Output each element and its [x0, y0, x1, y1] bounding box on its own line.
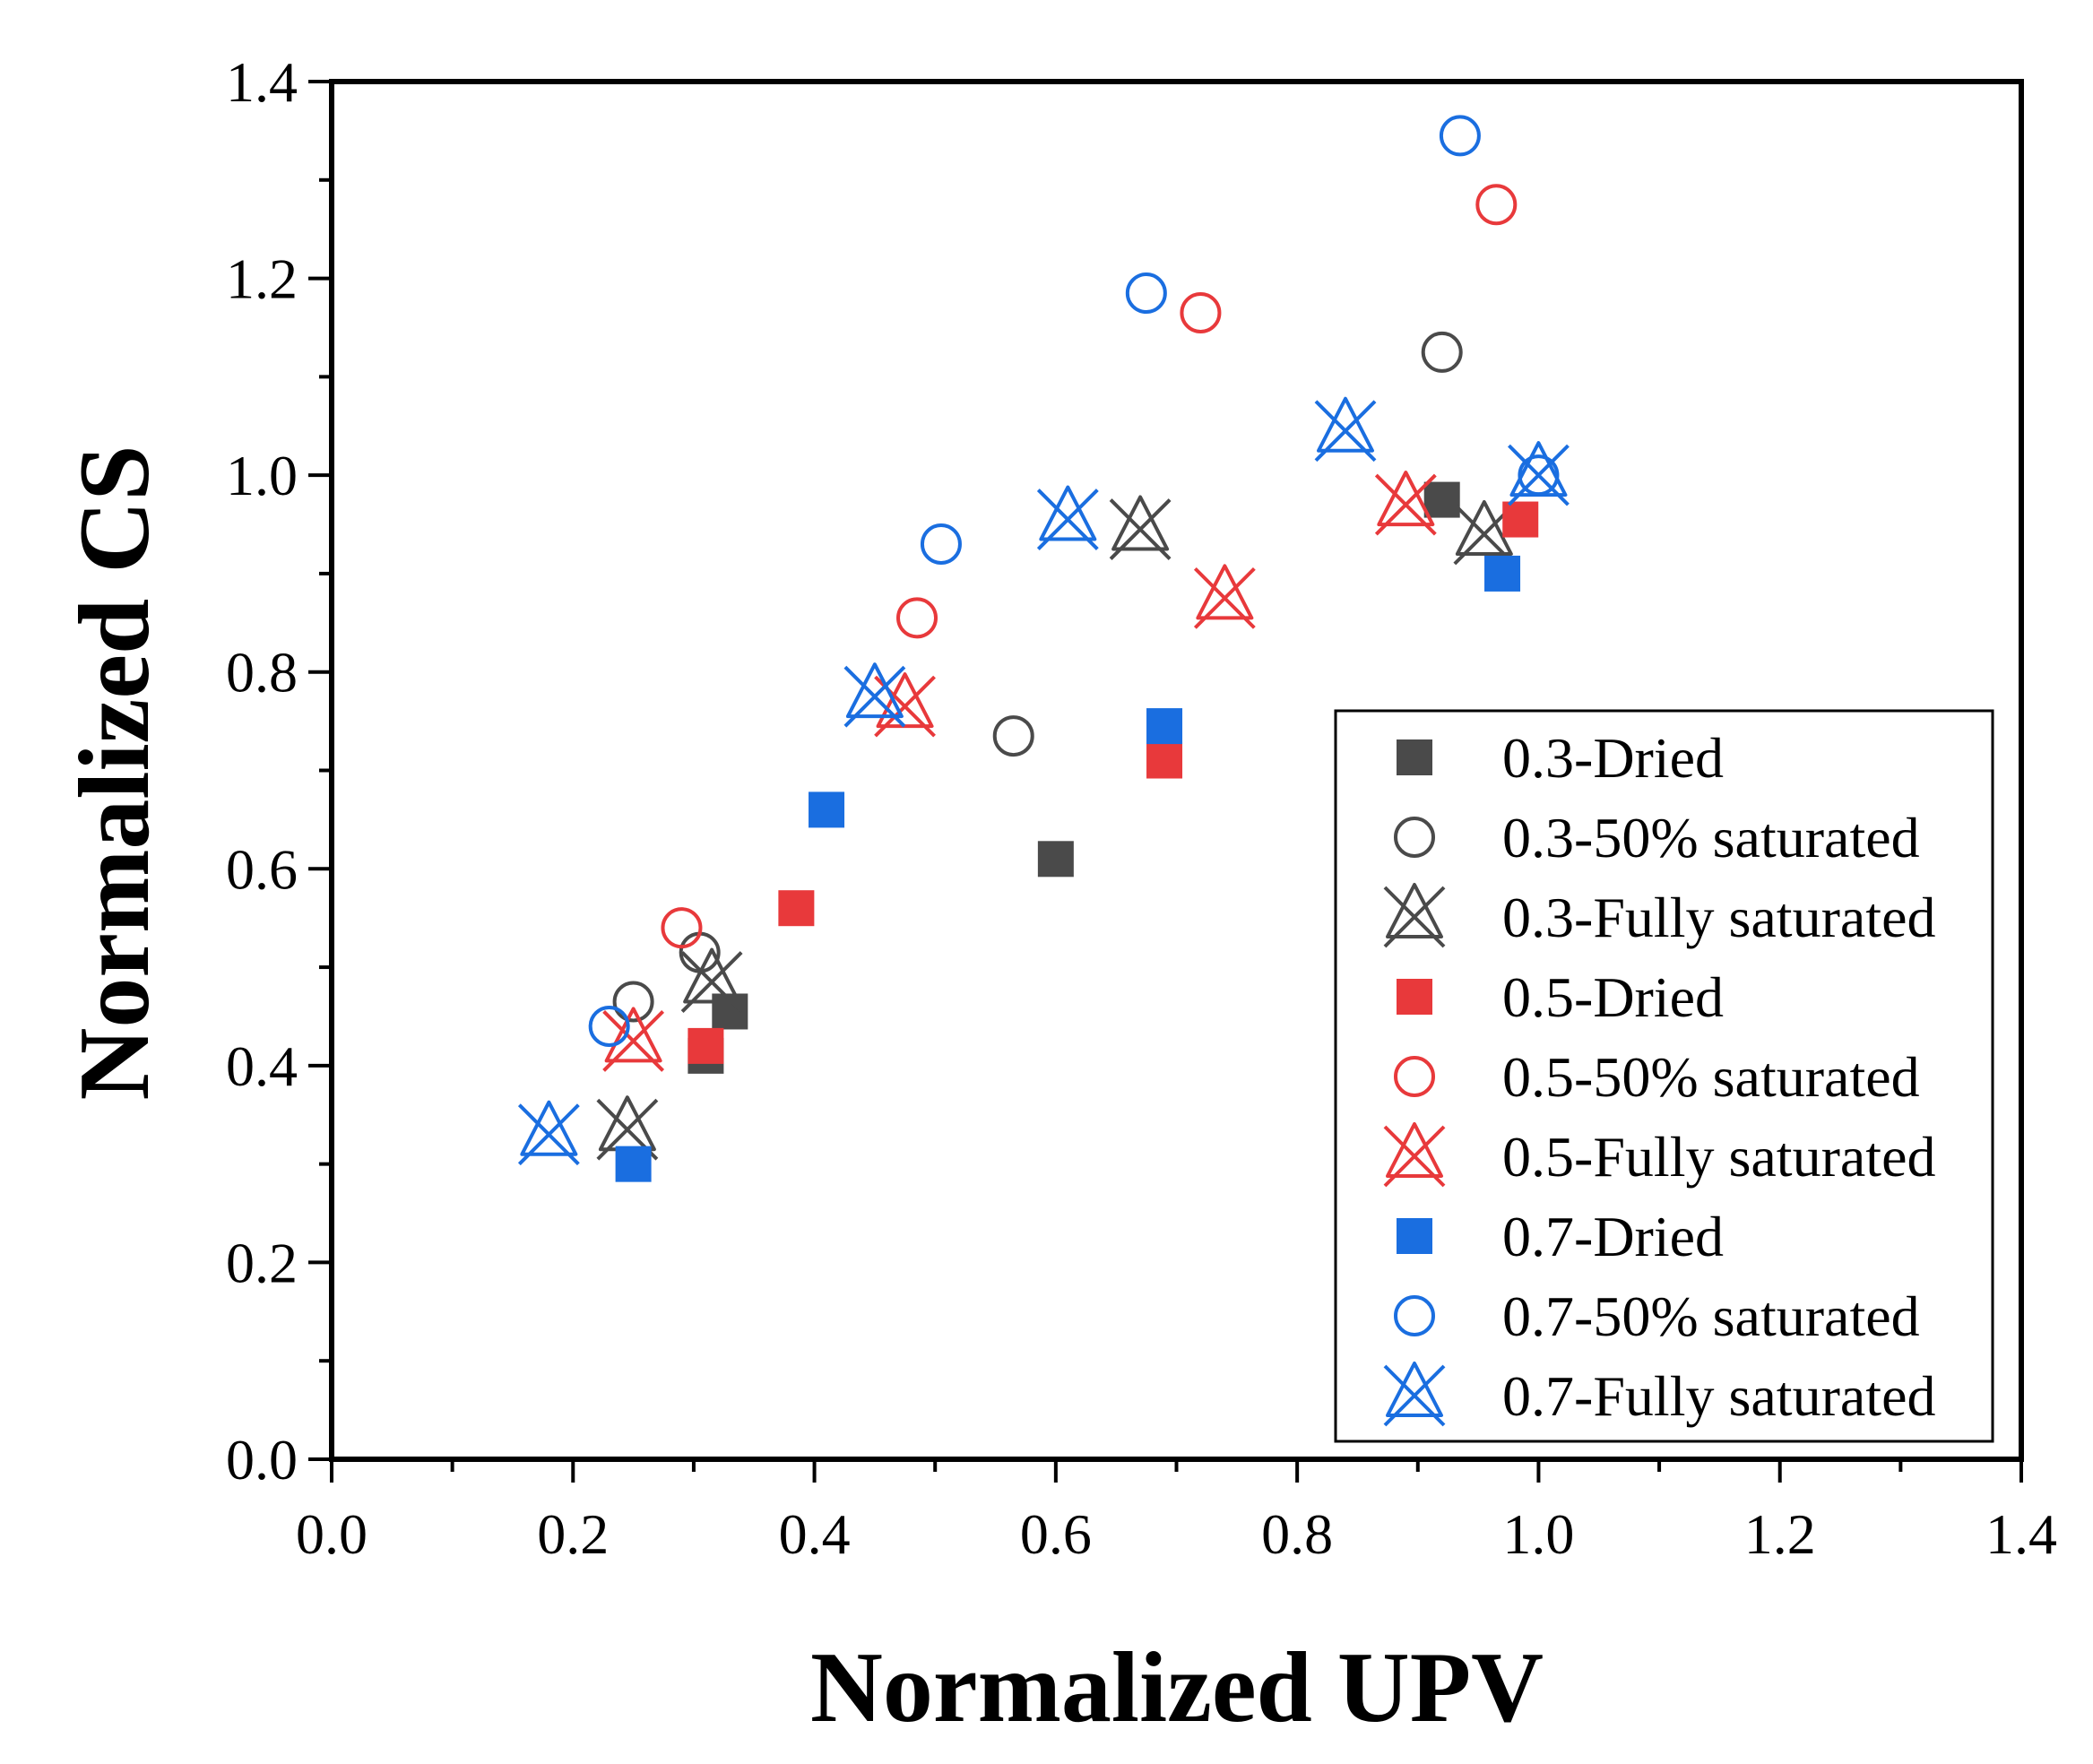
- data-points: [517, 115, 1570, 1182]
- data-point: [992, 715, 1034, 757]
- data-point: [615, 1146, 652, 1182]
- legend-label: 0.5-Fully saturated: [1502, 1125, 1935, 1189]
- data-point: [1146, 708, 1183, 745]
- x-tick-label: 1.4: [1985, 1502, 2057, 1566]
- data-point: [1109, 495, 1172, 560]
- x-tick-label: 1.2: [1744, 1502, 1816, 1566]
- y-tick-label: 1.4: [226, 50, 298, 114]
- data-point: [1374, 471, 1437, 536]
- legend-marker: [1394, 817, 1435, 858]
- legend-marker: [1394, 1056, 1435, 1097]
- data-point: [1484, 555, 1521, 592]
- data-point: [809, 791, 845, 828]
- data-point: [1423, 481, 1460, 518]
- x-tick-label: 0.0: [296, 1502, 368, 1566]
- legend-label: 0.3-Dried: [1502, 726, 1724, 790]
- legend-marker: [1383, 1362, 1446, 1427]
- data-point: [688, 1027, 724, 1064]
- y-tick-label: 1.2: [226, 247, 298, 311]
- legend-box: [1334, 709, 1994, 1443]
- data-point: [1036, 485, 1099, 550]
- data-point: [1508, 441, 1570, 506]
- legend-label: 0.7-Dried: [1502, 1205, 1724, 1268]
- y-tick-label: 0.2: [226, 1231, 298, 1294]
- legend-marker: [1383, 1122, 1446, 1188]
- y-tick-labels: 0.0 0.2 0.4 0.6 0.8 1.0 1.2 1.4: [226, 50, 298, 1492]
- data-point: [588, 1005, 630, 1047]
- legend-label: 0.5-50% saturated: [1502, 1045, 1920, 1109]
- data-point: [1180, 291, 1222, 333]
- data-point: [680, 947, 743, 1013]
- y-tick-label: 0.6: [226, 837, 298, 901]
- data-point: [1125, 272, 1167, 315]
- data-point: [1193, 564, 1256, 629]
- legend-marker: [1383, 883, 1446, 948]
- y-tick-label: 0.0: [226, 1428, 298, 1492]
- data-point: [612, 981, 654, 1023]
- data-point: [517, 1100, 580, 1166]
- legend-marker: [1397, 1218, 1432, 1254]
- legend-label: 0.7-50% saturated: [1502, 1284, 1920, 1348]
- data-point: [920, 523, 962, 565]
- x-tick-labels: 0.0 0.2 0.4 0.6 0.8 1.0 1.2 1.4: [296, 1502, 2057, 1566]
- data-point: [1502, 501, 1539, 538]
- data-point: [1439, 115, 1481, 157]
- x-axis-title: Normalized UPV: [810, 1632, 1544, 1743]
- data-point: [896, 597, 938, 639]
- x-tick-label: 1.0: [1502, 1502, 1574, 1566]
- data-point: [661, 907, 703, 949]
- data-point: [843, 662, 906, 728]
- legend-marker: [1397, 979, 1432, 1015]
- legend-marker: [1397, 739, 1432, 775]
- y-tick-label: 0.4: [226, 1034, 298, 1098]
- x-tick-label: 0.4: [779, 1502, 851, 1566]
- legend-label: 0.3-Fully saturated: [1502, 886, 1935, 949]
- y-tick-label: 1.0: [226, 444, 298, 507]
- legend-label: 0.7-Fully saturated: [1502, 1364, 1935, 1428]
- x-tick-label: 0.2: [537, 1502, 609, 1566]
- x-tick-label: 0.6: [1020, 1502, 1092, 1566]
- y-tick-label: 0.8: [226, 641, 298, 705]
- legend: 0.3-Dried 0.3-50% saturated 0.3-Fully satu…: [1334, 709, 1994, 1443]
- y-axis-title: Normalized CS: [59, 445, 170, 1100]
- data-point: [1037, 841, 1074, 878]
- legend-label: 0.5-Dried: [1502, 965, 1724, 1029]
- data-point: [1314, 396, 1377, 463]
- data-point: [1146, 742, 1183, 779]
- data-point: [1475, 184, 1518, 226]
- legend-label: 0.3-50% saturated: [1502, 806, 1920, 869]
- data-point: [778, 890, 815, 927]
- legend-marker: [1394, 1295, 1435, 1336]
- x-tick-label: 0.8: [1261, 1502, 1333, 1566]
- data-point: [602, 1007, 665, 1072]
- data-point: [1421, 331, 1463, 373]
- plot-frame: [329, 79, 2024, 1462]
